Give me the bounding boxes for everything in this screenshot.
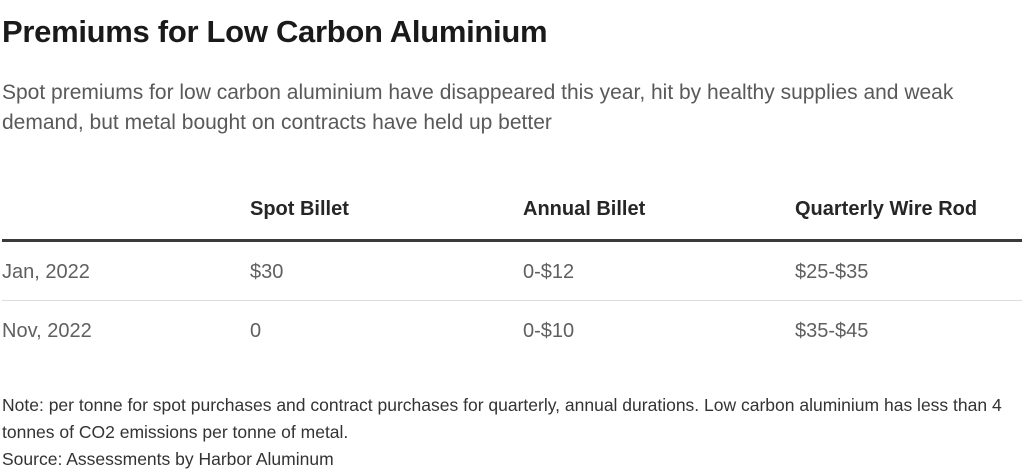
page-title: Premiums for Low Carbon Aluminium (2, 14, 548, 49)
column-header-annual-billet: Annual Billet (523, 196, 795, 242)
column-header-blank (2, 196, 250, 242)
cell-annual-billet: 0-$12 (523, 240, 795, 301)
row-label: Nov, 2022 (2, 320, 92, 342)
cell-spot-billet: $30 (250, 240, 523, 301)
table-row-nov-2022: Nov, 2022 0 0-$10 $35-$45 (2, 301, 1022, 360)
table-row-jan-2022: Jan, 2022 $30 0-$12 $25-$35 (2, 240, 1022, 301)
cell-spot-billet: 0 (250, 320, 262, 342)
column-header-quarterly-wire-rod: Quarterly Wire Rod (795, 196, 1022, 242)
footnote: Note: per tonne for spot purchases and c… (2, 395, 1002, 442)
row-label: Jan, 2022 (2, 240, 250, 301)
cell-quarterly-wire-rod: $35-$45 (795, 320, 869, 342)
cell-quarterly-wire-rod: $25-$35 (795, 240, 1022, 301)
column-header-spot-billet: Spot Billet (250, 196, 523, 242)
table-header-row: Spot Billet Annual Billet Quarterly Wire… (2, 196, 1022, 242)
source-line: Source: Assessments by Harbor Aluminum (2, 449, 334, 469)
premiums-table: Spot Billet Annual Billet Quarterly Wire… (2, 196, 1022, 359)
chart-subtitle: Spot premiums for low carbon aluminium h… (2, 81, 954, 134)
cell-annual-billet: 0-$10 (523, 320, 575, 342)
